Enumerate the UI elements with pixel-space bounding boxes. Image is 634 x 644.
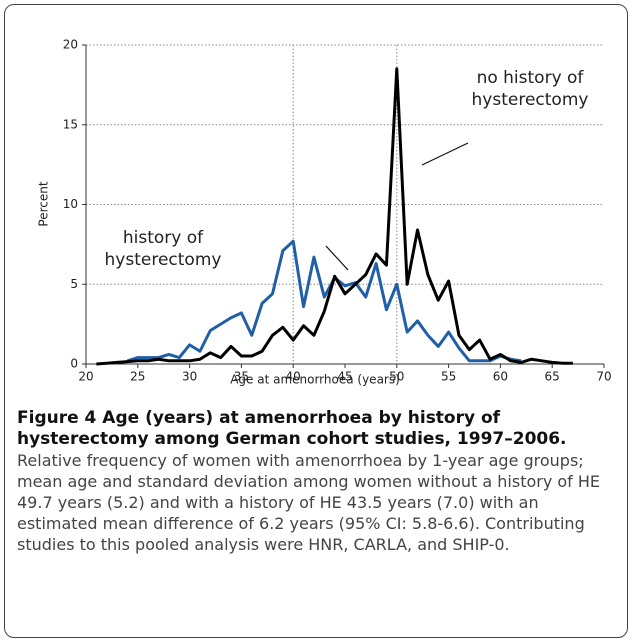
- caption-text: Relative frequency of women with amenorr…: [17, 451, 601, 554]
- y-axis-label: Percent: [37, 181, 51, 226]
- y-tick-label: 15: [63, 117, 78, 131]
- annotation: hysterectomy: [105, 250, 222, 270]
- caption-title: Figure 4 Age (years) at amenorrhoea by h…: [17, 408, 567, 449]
- x-tick-label: 45: [337, 370, 352, 384]
- y-tick-label: 20: [63, 38, 78, 52]
- x-tick-label: 55: [441, 370, 456, 384]
- x-tick-label: 25: [130, 370, 145, 384]
- annotation: history of: [123, 228, 204, 248]
- x-axis-label: Age at amenorrhoea (years): [230, 373, 400, 387]
- x-tick-label: 60: [493, 370, 508, 384]
- figure-frame: [4, 4, 628, 638]
- x-tick-label: 40: [286, 370, 301, 384]
- x-tick-label: 20: [78, 370, 93, 384]
- x-tick-label: 35: [234, 370, 249, 384]
- chart: Age at amenorrhoea (years) Percent 0 5 10 1…: [37, 38, 612, 387]
- x-tick-label: 30: [182, 370, 197, 384]
- y-tick-label: 0: [70, 357, 78, 371]
- annotation-leader: [421, 142, 469, 166]
- y-tick-label: 5: [70, 277, 78, 291]
- series-line: [96, 67, 573, 366]
- x-tick-label: 70: [596, 370, 611, 384]
- annotation: no history of: [477, 68, 585, 88]
- caption: Figure 4 Age (years) at amenorrhoea by h…: [17, 408, 617, 555]
- annotation-leader: [325, 245, 349, 271]
- series-line: [126, 239, 522, 363]
- annotation: hysterectomy: [472, 90, 589, 110]
- x-tick-label: 65: [545, 370, 560, 384]
- y-tick-label: 10: [63, 197, 78, 211]
- x-tick-label: 50: [389, 370, 404, 384]
